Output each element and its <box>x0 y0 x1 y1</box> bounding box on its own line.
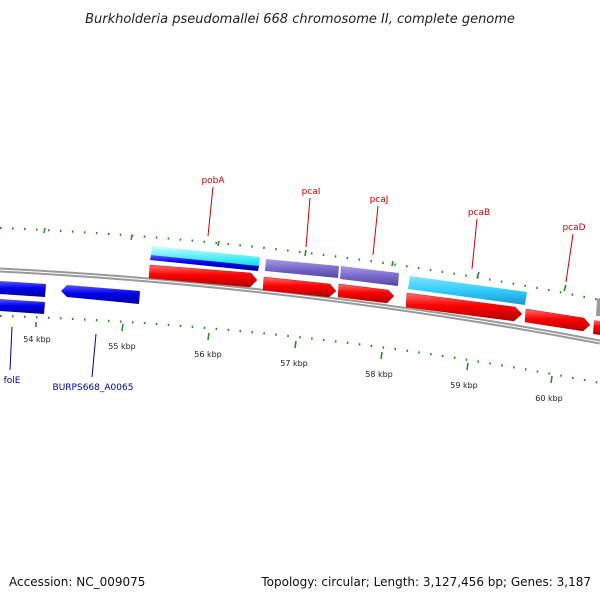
pcaB-feature <box>408 276 527 305</box>
gene-label-pcaD: pcaD <box>562 223 585 233</box>
top-label-leaders <box>207 186 574 283</box>
map-title: Burkholderia pseudomallei 668 chromosome… <box>85 12 515 27</box>
cds-arrow-reverse <box>61 285 140 304</box>
lower-tick-ring <box>0 314 600 385</box>
topology-text: Topology: circular; Length: 3,127,456 bp… <box>260 575 591 589</box>
gene-label-pobA: pobA <box>201 176 225 186</box>
pobA-feature-blue <box>150 255 259 271</box>
pobA-feature-aqua <box>151 246 260 266</box>
scale-label-55: 55 kbp <box>108 342 136 351</box>
cds-arrow-forward <box>524 308 591 332</box>
cds-arrow-forward <box>262 276 337 298</box>
cds-arrow-reverse <box>0 299 45 314</box>
genome-backbone <box>0 267 600 345</box>
scale-label-58: 58 kbp <box>365 370 393 379</box>
gene-label-folE: folE <box>4 376 21 386</box>
cds-reverse-track <box>0 281 140 314</box>
gene-label-pcaJ: pcaJ <box>370 195 389 205</box>
pcaJ-feature <box>340 266 399 286</box>
upper-tick-ring <box>0 226 600 302</box>
scale-labels: 54 kbp 55 kbp 56 kbp 57 kbp 58 kbp 59 kb… <box>23 335 563 403</box>
cds-arrow-forward <box>405 292 523 322</box>
gene-label-pcaB: pcaB <box>468 208 490 218</box>
cds-arrow-forward <box>148 264 258 288</box>
bottom-label-leaders <box>9 326 97 378</box>
edge-feature-grey <box>596 298 600 316</box>
scale-label-59: 59 kbp <box>450 381 478 390</box>
cds-arrow-reverse <box>0 281 46 297</box>
scale-label-54: 54 kbp <box>23 335 51 344</box>
cds-arrow-forward <box>337 283 395 304</box>
gene-label-BURPS668_A0065: BURPS668_A0065 <box>53 383 134 393</box>
scale-label-56: 56 kbp <box>194 350 222 359</box>
gene-label-pcaI: pcaI <box>302 187 321 197</box>
scale-label-57: 57 kbp <box>280 359 308 368</box>
feature-track-upper <box>150 246 600 316</box>
accession-text: Accession: NC_009075 <box>9 575 145 589</box>
cds-arrow-forward <box>593 320 600 335</box>
cds-forward-track <box>148 264 600 335</box>
gene-labels: pobA pcaI pcaJ pcaB pcaD folE BURPS668_A… <box>4 176 586 393</box>
scale-label-60: 60 kbp <box>535 394 563 403</box>
pcaI-feature <box>265 259 339 278</box>
